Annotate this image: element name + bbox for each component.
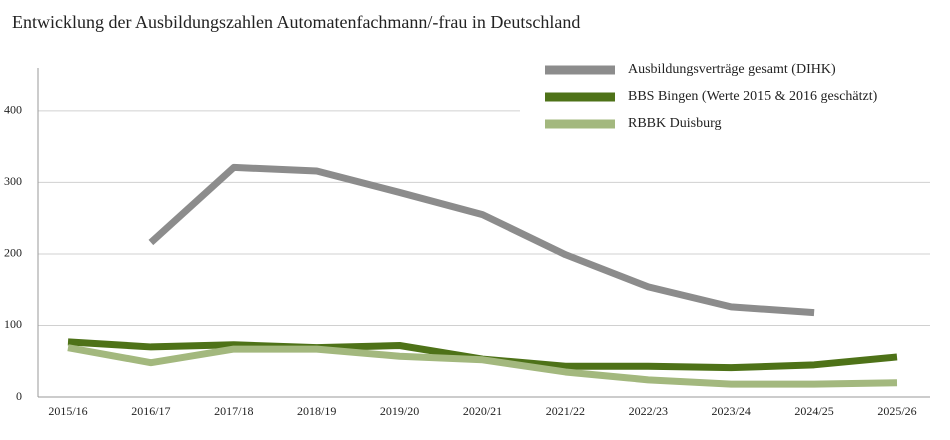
- x-tick-label: 2019/20: [380, 404, 419, 418]
- legend-label: BBS Bingen (Werte 2015 & 2016 geschätzt): [628, 89, 878, 104]
- x-tick-label: 2020/21: [463, 404, 502, 418]
- x-tick-label: 2024/25: [794, 404, 833, 418]
- x-tick-label: 2018/19: [297, 404, 336, 418]
- y-tick-label: 0: [16, 389, 22, 403]
- y-tick-label: 200: [4, 246, 22, 260]
- chart-title: Entwicklung der Ausbildungszahlen Automa…: [12, 12, 580, 32]
- x-tick-label: 2015/16: [48, 404, 87, 418]
- x-tick-label: 2017/18: [214, 404, 253, 418]
- x-tick-label: 2021/22: [546, 404, 585, 418]
- x-tick-label: 2023/24: [712, 404, 751, 418]
- series-line: [67, 344, 898, 388]
- y-tick-label: 300: [4, 174, 22, 188]
- x-tick-label: 2025/26: [877, 404, 916, 418]
- legend-label: Ausbildungsverträge gesamt (DIHK): [628, 62, 836, 77]
- legend-label: RBBK Duisburg: [628, 116, 721, 131]
- x-tick-label: 2016/17: [131, 404, 170, 418]
- series-line: [148, 163, 815, 317]
- x-tick-label: 2022/23: [629, 404, 668, 418]
- y-tick-label: 100: [4, 317, 22, 331]
- y-tick-label: 400: [4, 103, 22, 117]
